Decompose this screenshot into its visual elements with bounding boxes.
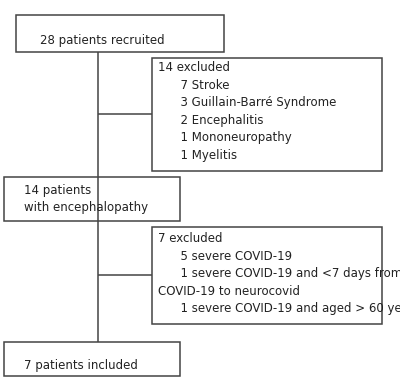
Text: 7 patients included: 7 patients included [24, 359, 138, 372]
Text: 14 patients
with encephalopathy: 14 patients with encephalopathy [24, 184, 148, 214]
Text: 7 excluded
      5 severe COVID-19
      1 severe COVID-19 and <7 days from
COVI: 7 excluded 5 severe COVID-19 1 severe CO… [158, 232, 400, 315]
Text: 14 excluded
      7 Stroke
      3 Guillain-Barré Syndrome
      2 Encephalitis
: 14 excluded 7 Stroke 3 Guillain-Barré Sy… [158, 61, 336, 162]
Bar [4, 177, 180, 221]
Bar [152, 58, 382, 171]
Bar [16, 15, 224, 52]
Text: 28 patients recruited: 28 patients recruited [40, 34, 165, 47]
Bar [152, 227, 382, 324]
Bar [4, 342, 180, 376]
